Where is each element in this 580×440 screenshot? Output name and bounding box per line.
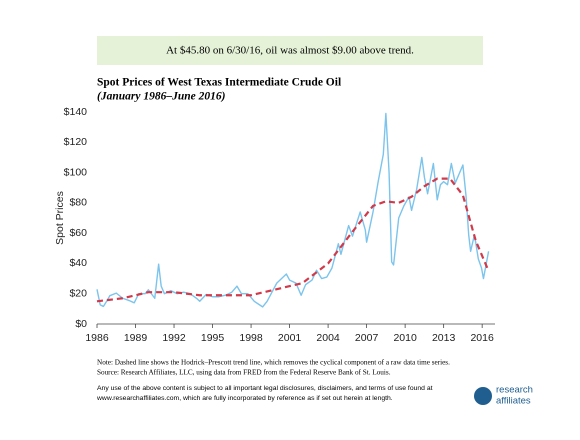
logo-text: affiliates bbox=[496, 396, 531, 407]
x-tick-label: 2010 bbox=[393, 332, 417, 344]
x-tick-label: 1989 bbox=[124, 332, 148, 344]
x-tick-label: 1986 bbox=[85, 332, 109, 344]
y-tick-label: $0 bbox=[75, 318, 87, 330]
disclaimer: www.researchaffiliates.com, which are fu… bbox=[96, 395, 393, 402]
x-tick-label: 1998 bbox=[239, 332, 263, 344]
y-tick-label: $20 bbox=[69, 287, 87, 299]
annotation: At $45.80 on 6/30/16, oil was almost $9.… bbox=[166, 45, 414, 57]
y-tick-label: $60 bbox=[69, 227, 87, 239]
notes: Note: Dashed line shows the Hodrick–Pres… bbox=[96, 359, 450, 402]
x-tick-label: 1995 bbox=[201, 332, 225, 344]
x-tick-label: 2007 bbox=[355, 332, 379, 344]
x-tick-label: 1992 bbox=[162, 332, 186, 344]
x-tick-label: 2004 bbox=[316, 332, 340, 344]
price-line bbox=[96, 112, 490, 308]
chart-subtitle: (January 1986–June 2016) bbox=[97, 91, 226, 103]
y-tick-label: $100 bbox=[64, 166, 88, 178]
x-tick-label: 2016 bbox=[470, 332, 494, 344]
chart-title: Spot Prices of West Texas Intermediate C… bbox=[97, 77, 341, 89]
x-tick-label: 2001 bbox=[278, 332, 302, 344]
note: Source: Research Affiliates, LLC, using … bbox=[97, 369, 391, 377]
note: Note: Dashed line shows the Hodrick–Pres… bbox=[97, 359, 450, 367]
annotation-box bbox=[97, 36, 483, 65]
y-tick-label: $80 bbox=[69, 197, 87, 209]
logo: research affiliates bbox=[474, 385, 533, 407]
y-tick-label: $140 bbox=[64, 106, 88, 118]
y-tick-label: $120 bbox=[64, 136, 88, 148]
logo-text: research bbox=[496, 385, 533, 396]
y-tick-label: $40 bbox=[69, 257, 87, 269]
disclaimer: Any use of the above content is subject … bbox=[97, 385, 433, 392]
logo-icon bbox=[474, 387, 492, 405]
x-tick-label: 2013 bbox=[432, 332, 456, 344]
trend-line bbox=[96, 177, 490, 303]
y-axis-label: Spot Prices bbox=[54, 191, 66, 245]
